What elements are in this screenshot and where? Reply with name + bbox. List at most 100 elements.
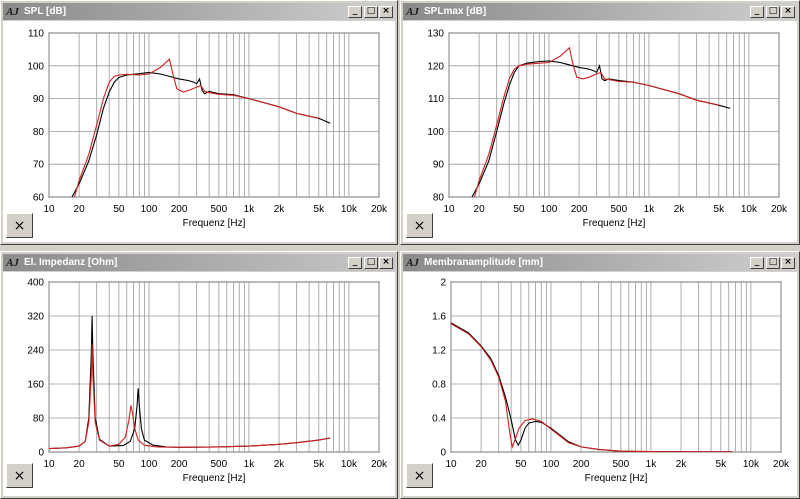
x-tick-label: 10k (741, 204, 758, 215)
x-tick-label: 20 (474, 204, 486, 215)
minimize-button[interactable]: _ (348, 256, 362, 269)
impedance-titlebar[interactable]: AJ El. Impedanz [Ohm] _ □ × (3, 254, 395, 271)
y-tick-label: 90 (433, 160, 445, 171)
grid-lines (448, 32, 780, 198)
y-tick-label: 0 (440, 448, 446, 459)
y-tick-label: 80 (33, 414, 45, 425)
spl-chart: 60 70 80 90 100 110 10 20 50 100 200 500 1k 2k 5k 10k 20… (27, 29, 388, 230)
y-tick-label: 110 (428, 94, 444, 105)
close-x-icon: × (413, 467, 426, 484)
y-tick-label: 0 (38, 448, 44, 459)
x-axis-label: Frequenz [Hz] (585, 473, 648, 484)
x-tick-label: 50 (113, 459, 125, 470)
y-tick-label: 80 (433, 193, 445, 204)
impedance-chart: 0 80 160 240 320 400 10 20 50 100 200 500 1k 2k 5k 10k 2… (27, 278, 388, 485)
maximize-button[interactable]: □ (766, 5, 780, 18)
y-tick-label: 1.2 (432, 346, 446, 357)
plot-frame (448, 32, 780, 198)
x-tick-label: 5k (314, 204, 326, 215)
y-tick-label: 100 (27, 61, 44, 72)
close-x-icon: × (413, 217, 426, 234)
x-tick-label: 10k (341, 459, 358, 470)
x-tick-label: 20k (371, 459, 388, 470)
x-tick-label: 10k (341, 204, 358, 215)
x-tick-label: 50 (513, 204, 525, 215)
impedance-close-tool-button[interactable]: × (6, 463, 33, 488)
x-tick-label: 1k (646, 459, 658, 470)
y-tick-label: 240 (27, 346, 44, 357)
x-tick-label: 500 (611, 204, 628, 215)
x-tick-label: 100 (541, 204, 558, 215)
splmax-close-tool-button[interactable]: × (406, 213, 433, 238)
y-tick-label: 160 (27, 380, 44, 391)
x-tick-label: 20 (476, 459, 488, 470)
x-tick-label: 10 (43, 459, 55, 470)
app-logo-icon: AJ (406, 256, 419, 269)
x-tick-label: 200 (171, 459, 188, 470)
series-line-red (73, 58, 319, 197)
maximize-button[interactable]: □ (364, 256, 378, 269)
maximize-button[interactable]: □ (364, 5, 378, 18)
x-tick-label: 1k (244, 204, 256, 215)
y-tick-label: 2 (440, 278, 446, 289)
close-button[interactable]: × (781, 5, 795, 18)
minimize-button[interactable]: _ (348, 5, 362, 18)
spl-window-title: SPL [dB] (24, 6, 67, 17)
x-tick-label: 500 (211, 459, 228, 470)
spl-titlebar[interactable]: AJ SPL [dB] _ □ × (3, 3, 395, 20)
spl-close-tool-button[interactable]: × (6, 213, 33, 238)
y-tick-label: 100 (427, 127, 444, 138)
y-tick-label: 70 (33, 160, 45, 171)
amplitude-titlebar[interactable]: AJ Membranamplitude [mm] _ □ × (403, 254, 797, 271)
amplitude-close-tool-button[interactable]: × (406, 463, 433, 488)
x-tick-label: 100 (141, 459, 158, 470)
splmax-window-title: SPLmax [dB] (424, 6, 487, 17)
y-tick-label: 110 (28, 29, 44, 40)
close-button[interactable]: × (379, 256, 393, 269)
x-tick-label: 200 (573, 459, 590, 470)
x-tick-label: 1k (244, 459, 256, 470)
x-tick-label: 5k (716, 459, 728, 470)
x-tick-label: 10 (445, 459, 457, 470)
x-tick-label: 20 (74, 204, 86, 215)
x-tick-label: 10 (43, 204, 55, 215)
y-tick-label: 60 (33, 193, 45, 204)
x-tick-label: 20k (773, 459, 790, 470)
x-tick-label: 20k (371, 204, 388, 215)
close-x-icon: × (13, 467, 26, 484)
x-tick-label: 100 (543, 459, 560, 470)
close-x-icon: × (13, 217, 26, 234)
x-tick-label: 20k (771, 204, 788, 215)
plot-frame (450, 281, 782, 453)
x-tick-label: 200 (171, 204, 188, 215)
y-tick-label: 400 (27, 278, 44, 289)
series-line-red (451, 323, 733, 452)
y-tick-label: 0.4 (432, 414, 446, 425)
x-tick-label: 10k (743, 459, 760, 470)
grid-lines (48, 32, 380, 198)
minimize-button[interactable]: _ (750, 256, 764, 269)
y-tick-label: 0.8 (432, 380, 446, 391)
close-button[interactable]: × (379, 5, 393, 18)
y-tick-label: 1.6 (432, 312, 446, 323)
spl-window: AJ SPL [dB] _ □ × 60 70 80 90 100 110 10 20 50 10… (0, 0, 398, 245)
impedance-window: AJ El. Impedanz [Ohm] _ □ × 0 80 160 240 320… (0, 251, 398, 499)
close-button[interactable]: × (781, 256, 795, 269)
x-axis-label: Frequenz [Hz] (183, 473, 246, 484)
y-tick-label: 120 (427, 61, 444, 72)
series-line-red (49, 343, 331, 450)
x-tick-label: 10 (443, 204, 455, 215)
y-tick-label: 90 (33, 94, 45, 105)
x-tick-label: 1k (644, 204, 656, 215)
impedance-window-title: El. Impedanz [Ohm] (24, 257, 118, 268)
x-axis-label: Frequenz [Hz] (183, 218, 246, 229)
x-tick-label: 100 (141, 204, 158, 215)
x-tick-label: 20 (74, 459, 86, 470)
x-tick-label: 2k (274, 204, 286, 215)
minimize-button[interactable]: _ (750, 5, 764, 18)
x-tick-label: 2k (274, 459, 286, 470)
splmax-titlebar[interactable]: AJ SPLmax [dB] _ □ × (403, 3, 797, 20)
maximize-button[interactable]: □ (766, 256, 780, 269)
x-tick-label: 5k (714, 204, 726, 215)
splmax-window: AJ SPLmax [dB] _ □ × 80 90 100 110 120 130 10 2… (400, 0, 800, 245)
